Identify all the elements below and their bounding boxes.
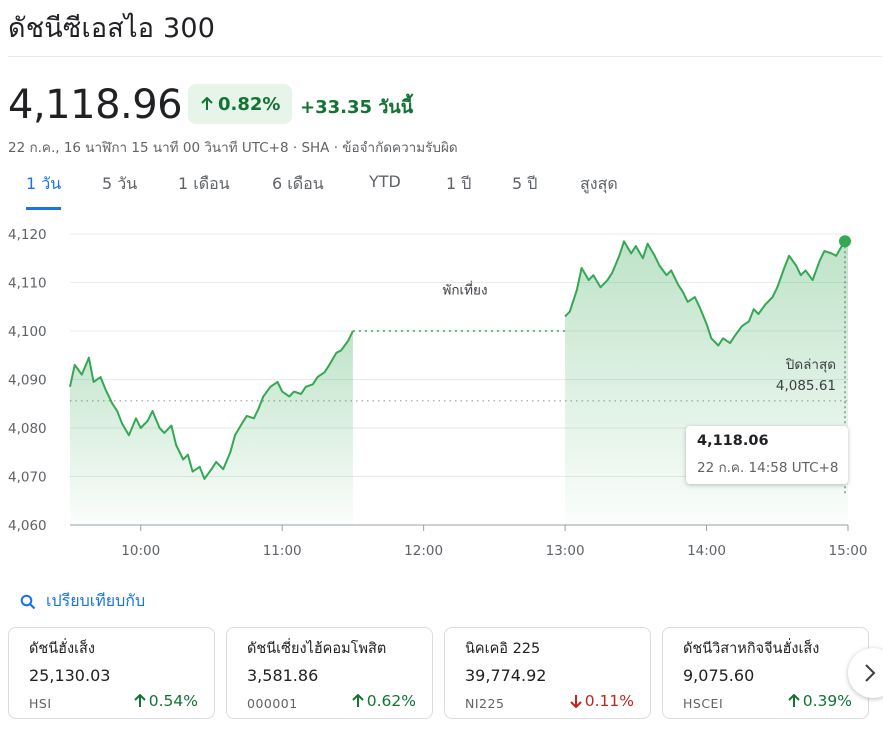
next-cards-button[interactable] <box>848 648 883 698</box>
x-tick-label: 10:00 <box>121 543 160 559</box>
last-point-marker <box>839 235 851 248</box>
tooltip-value: 4,118.06 <box>697 433 769 449</box>
title-divider <box>8 56 882 57</box>
arrow-down-icon <box>570 695 582 708</box>
index-change-value: 0.11% <box>584 692 634 710</box>
y-tick-label: 4,110 <box>8 276 47 292</box>
arrow-up-icon <box>788 694 800 707</box>
index-change-value: 0.39% <box>802 692 852 710</box>
index-symbol: 000001 <box>247 696 298 711</box>
index-name: นิคเคอิ 225 <box>465 641 541 657</box>
label-layer: 4,120 4,110 4,100 4,090 4,080 4,070 4,060 10:00… <box>8 227 867 559</box>
index-change-value: 0.54% <box>148 692 198 710</box>
index-change: 0.39% <box>787 692 852 710</box>
change-percent-value: 0.82% <box>218 93 281 115</box>
previous-close-value: 4,085.61 <box>776 378 836 394</box>
index-card-hsi[interactable]: ดัชนีฮั่งเส็ง 25,130.03 HSI 0.54% <box>8 627 215 719</box>
arrow-up-icon <box>201 97 213 110</box>
y-tick-label: 4,100 <box>8 324 47 340</box>
index-price: 25,130.03 <box>29 666 111 685</box>
arrow-up-icon <box>134 694 146 707</box>
afternoon-session-line <box>564 240 849 347</box>
index-symbol: NI225 <box>465 696 505 711</box>
tab-5d[interactable]: 5 วัน <box>102 174 138 193</box>
chart-tooltip: 4,118.06 22 ก.ค. 14:58 UTC+8 <box>686 426 848 484</box>
search-icon <box>20 594 36 609</box>
tab-1d[interactable]: 1 วัน <box>26 168 62 210</box>
tooltip-time: 22 ก.ค. 14:58 UTC+8 <box>697 460 839 476</box>
index-card-shanghai[interactable]: ดัชนีเซี่ยงไฮ้คอมโพสิต 3,581.86 000001 0… <box>226 627 433 719</box>
index-card-hscei[interactable]: ดัชนีวิสาหกิจจีนฮั่งเส็ง 9,075.60 HSCEI … <box>662 627 869 719</box>
y-tick-label: 4,070 <box>8 470 47 486</box>
morning-session-area <box>70 331 353 525</box>
x-tick-label: 14:00 <box>687 543 726 559</box>
related-indices: ดัชนีฮั่งเส็ง 25,130.03 HSI 0.54% ดัชนีเ… <box>8 627 883 722</box>
compare-button[interactable]: เปรียบเทียบกับ <box>20 589 145 614</box>
change-percent-badge: 0.82% <box>188 84 293 124</box>
index-symbol: HSCEI <box>683 696 724 711</box>
y-tick-label: 4,120 <box>8 227 47 243</box>
current-price: 4,118.96 <box>8 82 183 128</box>
arrow-up-icon <box>352 694 364 707</box>
tab-ytd[interactable]: YTD <box>369 172 401 191</box>
index-change: 0.62% <box>351 692 416 710</box>
page-title: ดัชนีซีเอสไอ 300 <box>8 13 216 44</box>
y-tick-label: 4,060 <box>8 518 47 534</box>
quote-meta: 22 ก.ค., 16 นาฬิกา 15 นาที 00 วินาที UTC… <box>8 140 458 156</box>
tab-1y[interactable]: 1 ปี <box>446 174 472 193</box>
index-price: 3,581.86 <box>247 666 319 685</box>
lunch-break-label: พักเที่ยง <box>442 281 487 299</box>
y-tick-label: 4,080 <box>8 421 47 437</box>
range-tabs: 1 วัน 5 วัน 1 เดือน 6 เดือน YTD 1 ปี 5 ป… <box>8 168 708 210</box>
x-tick-label: 13:00 <box>546 543 585 559</box>
morning-session-line <box>69 330 354 480</box>
tab-5y[interactable]: 5 ปี <box>512 174 538 193</box>
y-tick-label: 4,090 <box>8 373 47 389</box>
x-tick-label: 12:00 <box>404 543 443 559</box>
index-price: 9,075.60 <box>683 666 755 685</box>
compare-label: เปรียบเทียบกับ <box>46 591 146 610</box>
tab-max[interactable]: สูงสุด <box>580 174 618 193</box>
index-card-nikkei[interactable]: นิคเคอิ 225 39,774.92 NI225 0.11% <box>444 627 651 719</box>
index-name: ดัชนีเซี่ยงไฮ้คอมโพสิต <box>247 641 387 657</box>
previous-close-label: ปิดล่าสุด <box>785 357 836 373</box>
x-tick-label: 11:00 <box>263 543 302 559</box>
x-tick-label: 15:00 <box>829 543 868 559</box>
index-symbol: HSI <box>29 696 52 711</box>
index-price: 39,774.92 <box>465 666 547 685</box>
index-change: 0.11% <box>569 692 634 710</box>
chevron-right-icon <box>865 664 876 682</box>
index-change-value: 0.62% <box>366 692 416 710</box>
change-absolute: +33.35 วันนี้ <box>300 97 414 118</box>
price-chart[interactable]: 4,120 4,110 4,100 4,090 4,080 4,070 4,060 10:00… <box>0 212 883 572</box>
index-name: ดัชนีวิสาหกิจจีนฮั่งเส็ง <box>683 641 820 657</box>
tab-1m[interactable]: 1 เดือน <box>178 174 230 193</box>
index-change: 0.54% <box>133 692 198 710</box>
index-name: ดัชนีฮั่งเส็ง <box>29 641 95 657</box>
tab-6m[interactable]: 6 เดือน <box>272 174 324 193</box>
